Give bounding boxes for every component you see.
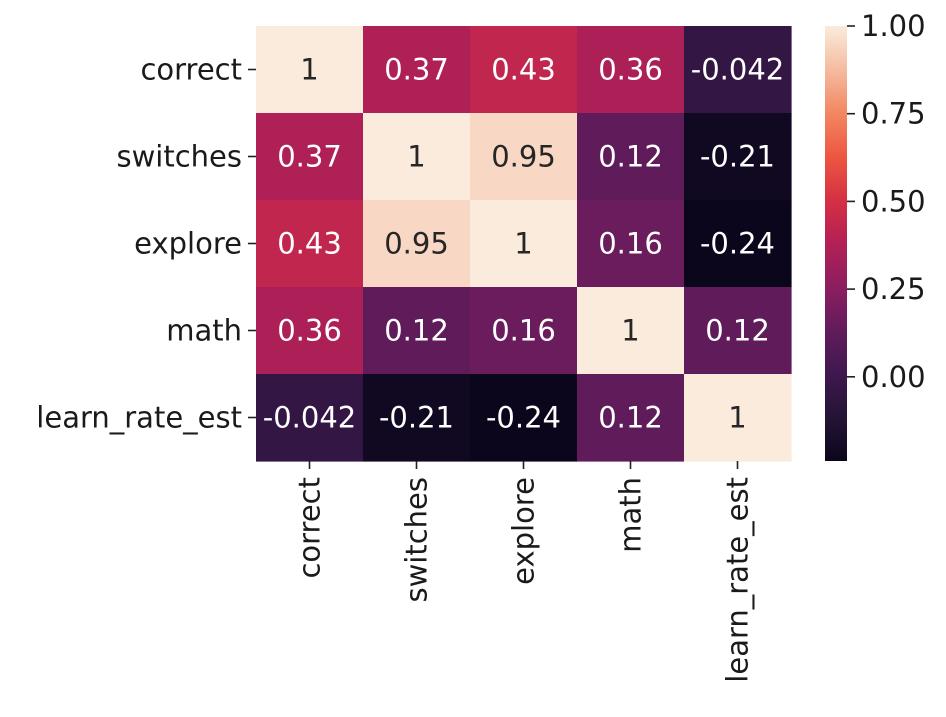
x-tick-label: explore — [507, 477, 541, 585]
colorbar-tick-label: 0.25 — [861, 272, 926, 306]
cell-annotation: 0.36 — [277, 314, 342, 348]
colorbar-tick-label: 0.75 — [861, 97, 926, 131]
heatmap-cell-3-3 — [577, 287, 685, 375]
heatmap-cell-1-0 — [256, 113, 364, 201]
y-tick-label: math — [166, 314, 242, 348]
heatmap-annotations: 1 0.37 0.43 0.36 -0.042 0.37 1 0.95 0.12 -0.21 0.4… — [263, 53, 785, 435]
colorbar-tick-label: 1.00 — [861, 9, 926, 43]
cell-annotation: 0.95 — [384, 227, 449, 261]
x-tick-label: learn_rate_est — [721, 477, 755, 683]
heatmap-cell-4-1 — [363, 374, 471, 462]
colorbar: 0.00 0.25 0.50 0.75 1.00 — [825, 9, 926, 461]
heatmap-cell-1-2 — [470, 113, 578, 201]
cell-annotation: -0.042 — [691, 53, 785, 87]
heatmap-cell-1-3 — [577, 113, 685, 201]
cell-annotation: 0.12 — [384, 314, 449, 348]
cell-annotation: 0.12 — [705, 314, 770, 348]
heatmap-cell-2-4 — [684, 200, 792, 288]
cell-annotation: 0.95 — [491, 140, 556, 174]
y-tick-label: learn_rate_est — [36, 401, 242, 435]
cell-annotation: 0.37 — [277, 140, 342, 174]
heatmap-cell-0-4 — [684, 26, 792, 114]
cell-annotation: -0.24 — [700, 227, 775, 261]
cell-annotation: -0.042 — [263, 401, 357, 435]
cell-annotation: 0.12 — [598, 401, 663, 435]
x-tick-label: math — [614, 477, 648, 553]
cell-annotation: 0.16 — [491, 314, 556, 348]
heatmap-cell-0-2 — [470, 26, 578, 114]
heatmap-cell-3-4 — [684, 287, 792, 375]
cell-annotation: -0.21 — [700, 140, 775, 174]
heatmap-cell-1-4 — [684, 113, 792, 201]
x-tick-label: correct — [293, 477, 327, 579]
heatmap-cell-2-3 — [577, 200, 685, 288]
heatmap-cell-3-1 — [363, 287, 471, 375]
y-tick-label: correct — [140, 53, 242, 87]
cell-annotation: 0.37 — [384, 53, 449, 87]
cell-annotation: 1 — [407, 140, 425, 174]
cell-annotation: 1 — [621, 314, 639, 348]
colorbar-tick-label: 0.50 — [861, 184, 926, 218]
heatmap-cell-3-0 — [256, 287, 364, 375]
heatmap-cell-4-4 — [684, 374, 792, 462]
y-axis: correct switches explore math learn_rate_est — [36, 53, 256, 435]
cell-annotation: 1 — [514, 227, 532, 261]
heatmap-cell-2-2 — [470, 200, 578, 288]
cell-annotation: 0.43 — [491, 53, 556, 87]
heatmap-cell-0-3 — [577, 26, 685, 114]
cell-annotation: 0.16 — [598, 227, 663, 261]
colorbar-tick-label: 0.00 — [861, 360, 926, 394]
cell-annotation: -0.24 — [486, 401, 561, 435]
cell-annotation: 1 — [300, 53, 318, 87]
heatmap-cell-2-1 — [363, 200, 471, 288]
colorbar-gradient — [825, 26, 847, 461]
x-axis: correct switches explore math learn_rate_est — [293, 461, 755, 683]
cell-annotation: -0.21 — [379, 401, 454, 435]
heatmap-cell-1-1 — [363, 113, 471, 201]
cell-annotation: 1 — [728, 401, 746, 435]
heatmap-cell-4-2 — [470, 374, 578, 462]
heatmap-cell-4-0 — [256, 374, 364, 462]
x-tick-label: switches — [400, 477, 434, 603]
cell-annotation: 0.43 — [277, 227, 342, 261]
y-tick-label: explore — [134, 227, 242, 261]
heatmap-cell-2-0 — [256, 200, 364, 288]
heatmap-cell-4-3 — [577, 374, 685, 462]
y-tick-label: switches — [116, 140, 242, 174]
heatmap-cell-0-1 — [363, 26, 471, 114]
heatmap-cell-3-2 — [470, 287, 578, 375]
heatmap-cell-0-0 — [256, 26, 364, 114]
cell-annotation: 0.12 — [598, 140, 663, 174]
heatmap-cells — [256, 26, 792, 462]
cell-annotation: 0.36 — [598, 53, 663, 87]
